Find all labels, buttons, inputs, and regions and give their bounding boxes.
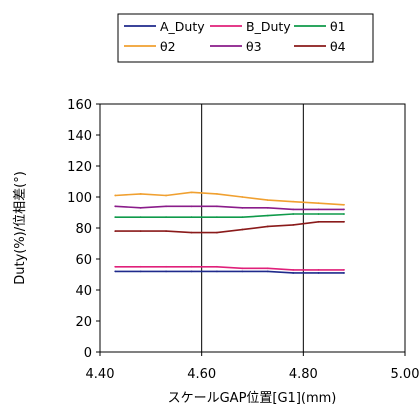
data-point (343, 220, 345, 223)
data-point (216, 216, 218, 219)
data-point (343, 272, 345, 274)
y-axis-title: Duty(%)/位相差(°) (13, 171, 28, 285)
data-point (139, 206, 142, 209)
y-tick-label: 140 (67, 129, 92, 144)
x-axis-ticks: 4.40 4.60 4.80 5.00 (86, 352, 420, 382)
data-point (343, 268, 345, 271)
data-point (343, 208, 345, 211)
data-point (266, 225, 269, 228)
grid (201, 104, 304, 352)
data-point (343, 203, 345, 206)
x-tick-label: 5.00 (391, 367, 420, 382)
series-lines (114, 191, 345, 274)
y-tick-label: 160 (67, 98, 92, 113)
data-point (165, 205, 167, 208)
legend-box (117, 13, 374, 63)
data-point (292, 224, 295, 226)
y-tick-label: 40 (75, 284, 92, 299)
series-line-4 (115, 191, 345, 206)
data-point (114, 270, 117, 273)
legend-label: θ3 (246, 39, 262, 54)
x-tick-label: 4.40 (86, 367, 115, 382)
data-point (266, 267, 269, 270)
data-point (165, 194, 167, 197)
data-point (317, 268, 320, 271)
series-line-2 (115, 265, 344, 271)
data-point (114, 230, 117, 233)
data-point (266, 199, 269, 202)
legend-label: B_Duty (246, 19, 291, 34)
data-point (292, 268, 295, 271)
data-point (317, 220, 320, 223)
data-point (190, 216, 193, 219)
data-point (292, 213, 295, 215)
data-point (165, 265, 167, 268)
data-point (139, 216, 142, 219)
data-point (114, 265, 117, 268)
data-point (343, 213, 345, 215)
data-point (292, 272, 295, 274)
data-point (317, 213, 320, 215)
data-point (190, 231, 193, 234)
legend-label: θ1 (330, 19, 346, 34)
data-point (241, 196, 244, 198)
data-point (114, 216, 117, 219)
data-point (190, 270, 193, 273)
y-tick-label: 0 (84, 346, 92, 361)
data-point (216, 205, 218, 208)
x-tick-label: 4.80 (289, 367, 318, 382)
y-tick-label: 100 (67, 191, 92, 206)
data-point (241, 270, 244, 273)
data-point (165, 270, 167, 273)
series-line-5 (115, 205, 344, 211)
data-point (216, 193, 218, 195)
data-point (139, 270, 142, 273)
data-point (317, 208, 320, 211)
data-point (139, 230, 142, 233)
data-point (165, 230, 167, 233)
legend-label: θ4 (330, 39, 346, 54)
data-point (292, 200, 295, 203)
data-point (241, 216, 244, 219)
y-tick-label: 80 (75, 222, 92, 237)
data-point (190, 205, 193, 208)
legend-label: A_Duty (160, 19, 205, 34)
data-point (241, 267, 244, 270)
data-point (266, 270, 269, 273)
data-point (139, 193, 142, 195)
y-axis-ticks: 0 20 40 60 80 100 120 140 160 (67, 98, 100, 361)
y-tick-label: 120 (67, 160, 92, 175)
legend-label: θ2 (160, 39, 176, 54)
data-point (190, 191, 193, 194)
data-point (266, 206, 269, 209)
series-line-1 (115, 270, 344, 274)
data-point (216, 265, 218, 268)
data-point (241, 228, 244, 231)
data-point (114, 194, 117, 197)
data-point (266, 214, 269, 217)
data-point (139, 265, 142, 268)
data-point (216, 270, 218, 273)
data-point (292, 208, 295, 211)
data-point (317, 272, 320, 274)
data-point (190, 265, 193, 268)
data-point (216, 231, 218, 234)
x-tick-label: 4.60 (187, 367, 216, 382)
data-point (165, 216, 167, 219)
series-line-6 (115, 221, 344, 234)
y-tick-label: 60 (75, 253, 92, 268)
data-point (317, 202, 320, 205)
series-line-3 (115, 213, 344, 218)
data-point (114, 205, 117, 208)
legend: A_Duty B_Duty θ1 θ2 θ3 θ4 (124, 19, 346, 54)
y-tick-label: 20 (75, 315, 92, 330)
data-point (241, 206, 244, 209)
x-axis-title: スケールGAP位置[G1](mm) (168, 391, 337, 406)
